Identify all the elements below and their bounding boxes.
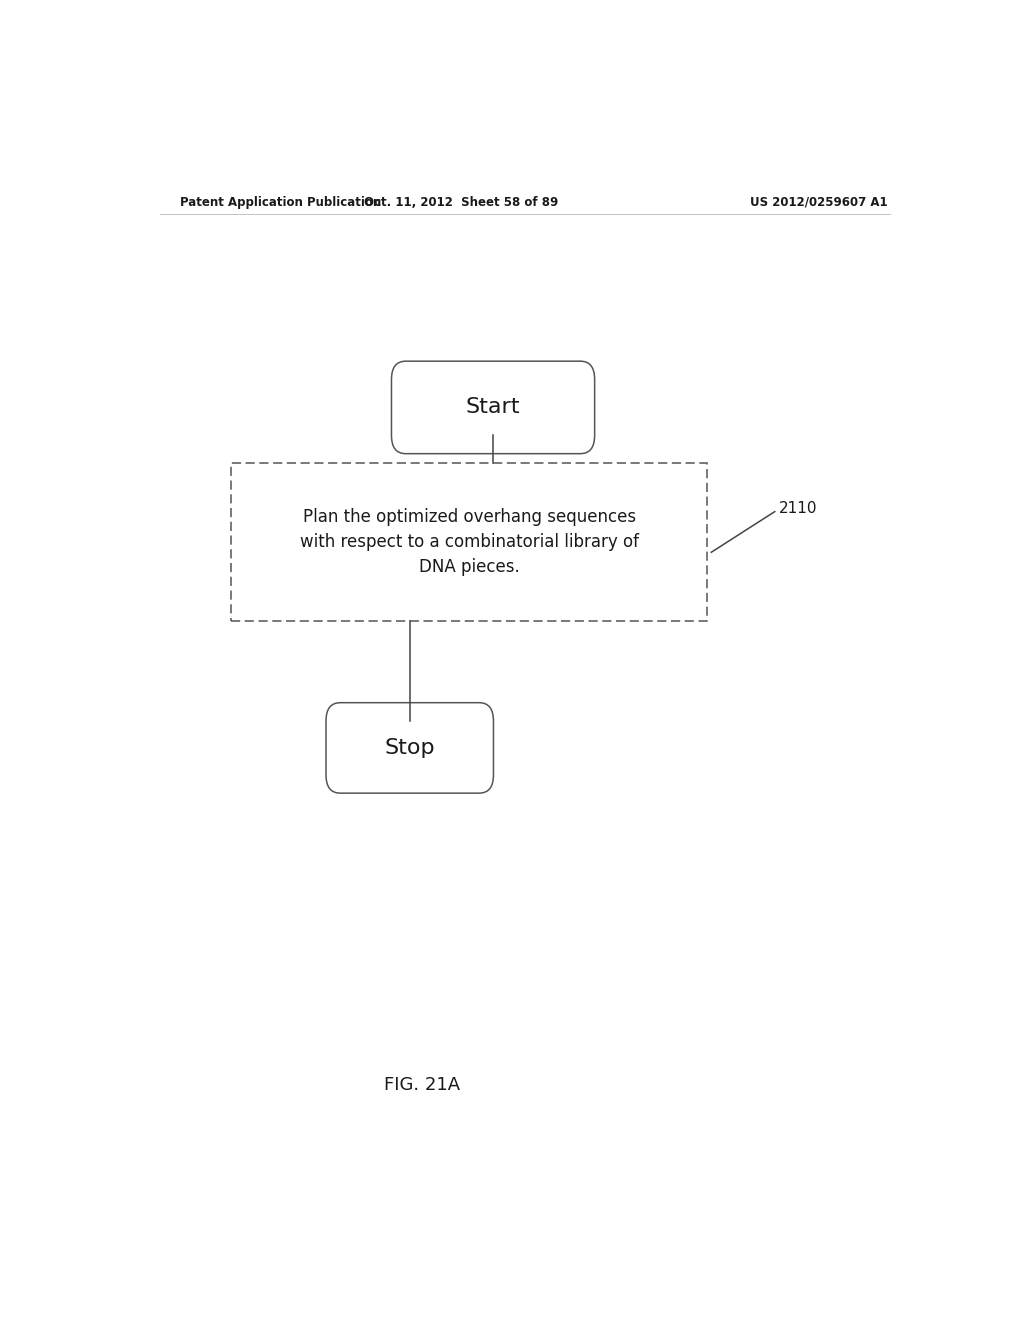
Text: Patent Application Publication: Patent Application Publication	[179, 195, 381, 209]
FancyBboxPatch shape	[326, 702, 494, 793]
Text: Plan the optimized overhang sequences
with respect to a combinatorial library of: Plan the optimized overhang sequences wi…	[300, 508, 639, 576]
Text: 2110: 2110	[778, 502, 817, 516]
FancyBboxPatch shape	[391, 362, 595, 454]
Text: Start: Start	[466, 397, 520, 417]
FancyBboxPatch shape	[231, 463, 708, 620]
Text: US 2012/0259607 A1: US 2012/0259607 A1	[750, 195, 887, 209]
Text: Stop: Stop	[384, 738, 435, 758]
Text: FIG. 21A: FIG. 21A	[384, 1076, 460, 1094]
Text: Oct. 11, 2012  Sheet 58 of 89: Oct. 11, 2012 Sheet 58 of 89	[365, 195, 558, 209]
